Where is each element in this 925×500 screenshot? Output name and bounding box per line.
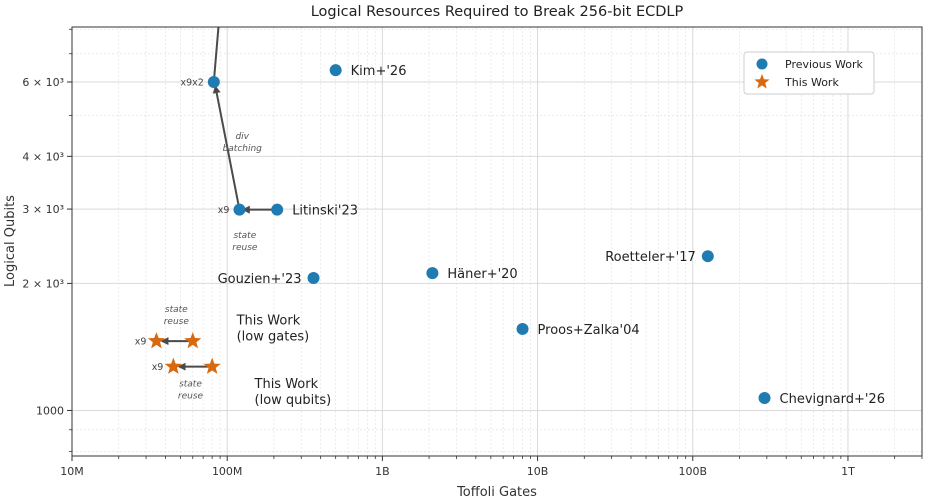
data-point-previous-work [271, 203, 284, 216]
this-work-label: (low gates) [237, 329, 310, 344]
data-point-previous-work [233, 203, 246, 216]
this-work-label: This Work [254, 377, 319, 392]
y-tick-label: 3 × 10³ [22, 203, 64, 216]
plot-frame [71, 26, 923, 457]
point-label: Roetteler+'17 [605, 250, 696, 265]
point-label: Proos+Zalka'04 [538, 323, 640, 338]
point-label: Kim+'26 [351, 64, 407, 79]
legend: Previous Work This Work [743, 51, 875, 95]
annotation: state [179, 379, 202, 389]
point-label: Litinski'23 [292, 204, 358, 219]
legend-box [743, 51, 875, 95]
annotation: state [165, 305, 188, 315]
annotation: state [233, 231, 256, 241]
multiplier-label: x9 [152, 362, 164, 373]
axis-ticks: 10M 100M 1B 10B 100B 1T 1000 2 × 10³ 3 × 10³ 4 × … [22, 28, 923, 478]
data-point-previous-work [329, 64, 342, 77]
this-work-label: (low qubits) [255, 393, 332, 408]
annotation: batching [223, 144, 263, 154]
legend-label-this-work: This Work [784, 76, 839, 89]
data-point-this-work [203, 357, 221, 374]
annotation: reuse [232, 243, 258, 253]
y-tick-label: 4 × 10³ [22, 150, 64, 163]
chart-title: Logical Resources Required to Break 256-… [311, 4, 684, 20]
chart-marks: Kim+'26 Litinski'23 Gouzien+'23 Häner+'20 Pr… [135, 27, 885, 408]
data-point-this-work [164, 357, 182, 374]
annotation: reuse [178, 391, 204, 401]
legend-label-previous-work: Previous Work [785, 58, 863, 71]
x-tick-label: 1B [375, 465, 390, 478]
legend-marker-previous-work [756, 58, 768, 70]
x-tick-label: 100M [212, 465, 243, 478]
data-point-previous-work [307, 271, 320, 284]
y-tick-label: 2 × 10³ [22, 277, 64, 290]
multiplier-label: x9 [135, 337, 147, 348]
point-label: Chevignard+'26 [780, 392, 885, 407]
multiplier-label: x9x2 [180, 78, 203, 89]
data-point-previous-work [207, 76, 220, 89]
x-tick-label: 1T [841, 465, 855, 478]
data-point-previous-work [426, 267, 439, 280]
data-point-previous-work [758, 392, 771, 405]
y-axis-label: Logical Qubits [3, 195, 18, 287]
x-tick-label: 100B [678, 465, 707, 478]
point-label: Häner+'20 [447, 267, 517, 282]
arrow [212, 27, 220, 83]
y-tick-label: 1000 [36, 404, 64, 417]
annotation: div [235, 132, 249, 142]
arrow [212, 85, 241, 210]
legend-marker-this-work [754, 74, 770, 89]
data-point-this-work [147, 332, 165, 349]
data-point-previous-work [516, 322, 529, 335]
data-point-this-work [184, 332, 202, 349]
data-point-previous-work [701, 250, 714, 263]
y-tick-label: 6 × 10³ [22, 76, 64, 89]
point-label: Gouzien+'23 [218, 272, 302, 287]
x-axis-label: Toffoli Gates [456, 485, 537, 500]
x-tick-label: 10M [60, 465, 84, 478]
this-work-label: This Work [236, 313, 301, 328]
annotation: reuse [164, 317, 190, 327]
multiplier-label: x9 [218, 205, 230, 216]
x-tick-label: 10B [527, 465, 549, 478]
